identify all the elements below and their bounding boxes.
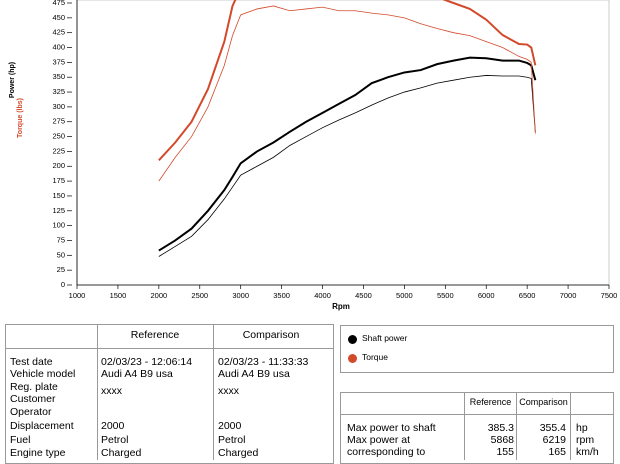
cell-value: Charged bbox=[101, 447, 142, 459]
cell-value: Audi A4 B9 usa bbox=[101, 368, 173, 380]
y-axis-label: Power (hp) bbox=[9, 62, 16, 98]
x-tick-label: 1500 bbox=[110, 291, 127, 300]
legend-marker bbox=[348, 354, 357, 363]
y-tick-label: 175 bbox=[52, 176, 65, 185]
x-tick-label: 3000 bbox=[232, 291, 249, 300]
x-tick-label: 7000 bbox=[560, 291, 577, 300]
legend-marker bbox=[348, 335, 357, 344]
y-tick-label: 25 bbox=[57, 265, 65, 274]
legend-label: Shaft power bbox=[362, 333, 408, 343]
y2-axis-label: Torque (lbs) bbox=[17, 98, 24, 138]
y-tick-label: 325 bbox=[52, 87, 65, 96]
series-line bbox=[158, 75, 536, 257]
y-tick-label: 375 bbox=[52, 57, 65, 66]
cell-value: xxxx bbox=[101, 385, 122, 397]
x-tick-label: 4000 bbox=[314, 291, 331, 300]
legend bbox=[340, 325, 614, 373]
x-tick-label: 3500 bbox=[273, 291, 290, 300]
y-tick-label: 350 bbox=[52, 72, 65, 81]
x-tick-label: 6500 bbox=[519, 291, 536, 300]
x-tick-label: 2500 bbox=[191, 291, 208, 300]
x-tick-label: 7500 bbox=[601, 291, 618, 300]
y-tick-label: 200 bbox=[52, 161, 65, 170]
y-tick-label: 125 bbox=[52, 206, 65, 215]
cell-value: Audi A4 B9 usa bbox=[218, 368, 290, 380]
row-label: Displacement bbox=[10, 420, 74, 432]
row-label: Fuel bbox=[10, 434, 31, 446]
x-tick-label: 2000 bbox=[151, 291, 168, 300]
y-tick-label: 475 bbox=[52, 0, 65, 7]
cell-value: Charged bbox=[218, 447, 259, 459]
y-tick-label: 100 bbox=[52, 221, 65, 230]
cell-value: 165 bbox=[548, 446, 566, 458]
cell-value: 355.4 bbox=[539, 422, 566, 434]
cell-value: km/h bbox=[576, 446, 599, 458]
row-label: corresponding to bbox=[347, 446, 426, 458]
plot-area bbox=[158, 0, 537, 257]
cell-value: 2000 bbox=[101, 420, 125, 432]
y-tick-label: 400 bbox=[52, 43, 65, 52]
y-tick-label: 425 bbox=[52, 28, 65, 37]
cell-value: hp bbox=[576, 422, 588, 434]
column-header: Reference bbox=[469, 397, 512, 407]
cell-value: 5868 bbox=[490, 434, 514, 446]
x-tick-label: 6000 bbox=[478, 291, 495, 300]
row-label: Customer bbox=[10, 393, 56, 405]
row-label: Operator bbox=[10, 406, 52, 418]
column-header: Comparison bbox=[242, 329, 300, 341]
series-line bbox=[158, 5, 536, 182]
y-tick-label: 250 bbox=[52, 132, 65, 141]
chart: Rpm Power (hp) Torque (lbs) 0 25 50 75 100 12… bbox=[9, 0, 618, 311]
y-tick-label: 75 bbox=[57, 235, 65, 244]
cell-value: 155 bbox=[496, 446, 514, 458]
divider bbox=[570, 392, 571, 460]
row-label: Engine type bbox=[10, 447, 66, 459]
y-tick-label: 275 bbox=[52, 117, 65, 126]
x-tick-label: 1000 bbox=[69, 291, 86, 300]
y-tick-label: 50 bbox=[57, 250, 65, 259]
column-header: Comparison bbox=[519, 397, 568, 407]
y-tick-label: 225 bbox=[52, 146, 65, 155]
cell-value: 2000 bbox=[218, 420, 242, 432]
cell-value: 02/03/23 - 11:33:33 bbox=[218, 356, 309, 368]
divider bbox=[340, 414, 614, 415]
row-label: Test date bbox=[10, 356, 53, 368]
x-tick-label: 5000 bbox=[396, 291, 413, 300]
cell-value: rpm bbox=[576, 434, 595, 446]
row-label: Vehicle model bbox=[10, 368, 76, 380]
x-tick-label: 5500 bbox=[437, 291, 454, 300]
divider bbox=[97, 324, 98, 460]
y-tick-label: 450 bbox=[52, 13, 65, 22]
plot-frame bbox=[76, 0, 610, 286]
cell-value: 385.3 bbox=[487, 422, 514, 434]
column-header: Reference bbox=[130, 329, 180, 341]
cell-value: 02/03/23 - 12:06:14 bbox=[101, 356, 193, 368]
divider bbox=[516, 392, 517, 460]
row-label: Max power at bbox=[347, 434, 411, 446]
y-tick-label: 300 bbox=[52, 102, 65, 111]
cell-value: Petrol bbox=[101, 434, 129, 446]
row-label: Max power to shaft bbox=[347, 422, 436, 434]
x-tick-label: 4500 bbox=[355, 291, 372, 300]
divider bbox=[5, 348, 334, 349]
series-line bbox=[158, 0, 537, 162]
cell-value: Petrol bbox=[218, 434, 246, 446]
cell-value: xxxx bbox=[218, 385, 239, 397]
cell-value: 6219 bbox=[542, 434, 566, 446]
legend-label: Torque bbox=[362, 352, 388, 362]
x-axis-label: Rpm bbox=[332, 302, 350, 311]
series-line bbox=[158, 56, 537, 252]
y-tick-label: 150 bbox=[52, 191, 65, 200]
divider bbox=[213, 324, 214, 460]
row-label: Reg. plate bbox=[10, 381, 58, 393]
divider bbox=[464, 392, 465, 460]
y-tick-label: 0 bbox=[61, 280, 65, 289]
